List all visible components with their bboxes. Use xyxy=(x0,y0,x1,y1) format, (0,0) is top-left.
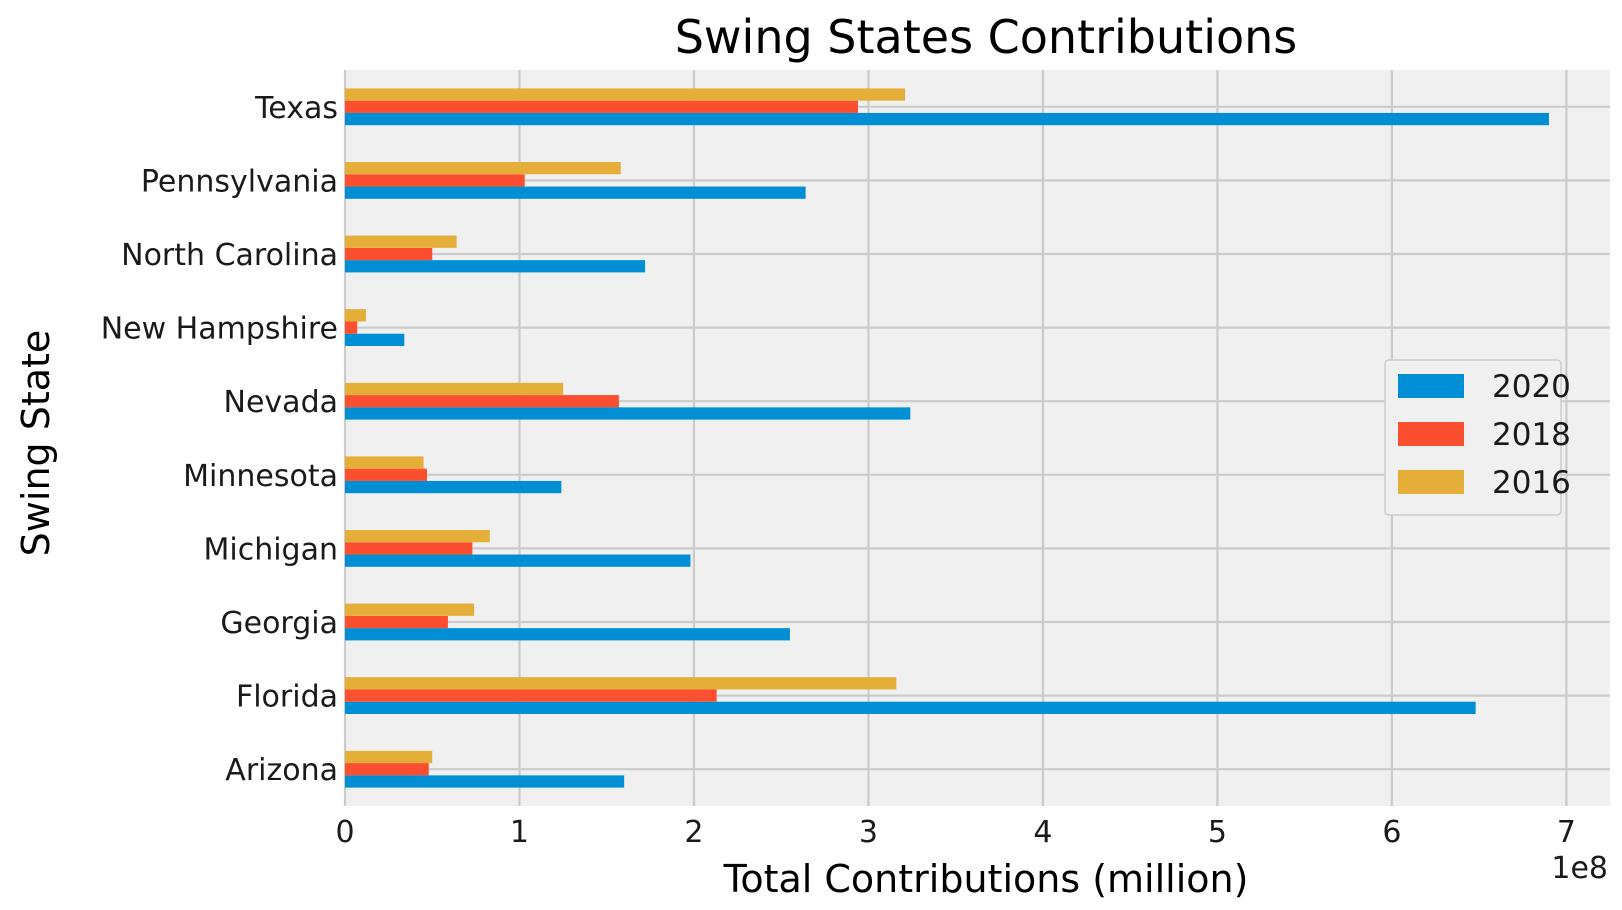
y-tick-label: Pennsylvania xyxy=(141,164,338,199)
bar-2018-nevada xyxy=(345,395,619,408)
bar-2016-georgia xyxy=(345,603,475,616)
x-offset-label: 1e8 xyxy=(1551,851,1608,886)
legend-label-2016: 2016 xyxy=(1492,465,1571,501)
y-tick-label: Michigan xyxy=(203,532,338,567)
bar-2020-texas xyxy=(345,112,1549,126)
x-tick-label: 6 xyxy=(1382,815,1401,850)
bar-2020-minnesota xyxy=(345,480,562,494)
bar-2020-georgia xyxy=(345,628,790,641)
bar-2016-florida xyxy=(345,677,897,690)
bar-2018-arizona xyxy=(345,763,429,776)
bar-2016-nevada xyxy=(345,382,564,396)
x-tick-label: 0 xyxy=(335,815,354,850)
bar-2016-pennsylvania xyxy=(345,162,621,175)
x-axis-label: Total Contributions (million) xyxy=(723,857,1249,901)
bar-2018-michigan xyxy=(345,542,473,555)
legend-swatch-2020 xyxy=(1398,374,1464,398)
bar-2018-florida xyxy=(345,689,717,702)
bar-2016-arizona xyxy=(345,750,433,764)
bar-2020-new-hampshire xyxy=(345,333,405,346)
legend-label-2020: 2020 xyxy=(1492,369,1571,405)
y-tick-label: Texas xyxy=(254,91,338,126)
y-tick-label: Arizona xyxy=(225,753,338,788)
legend-label-2018: 2018 xyxy=(1492,417,1571,453)
y-tick-label: Minnesota xyxy=(183,459,338,494)
y-tick-label: Nevada xyxy=(224,385,338,420)
bar-2018-texas xyxy=(345,100,858,113)
x-tick-labels: 0 1 2 3 4 5 6 7 xyxy=(335,815,1575,850)
bar-2020-nevada xyxy=(345,407,911,420)
y-tick-labels: Arizona Florida Georgia Michigan Minnesota Ne… xyxy=(101,91,338,788)
bar-2020-pennsylvania xyxy=(345,186,806,199)
x-tick-label: 3 xyxy=(859,815,878,850)
y-tick-label: New Hampshire xyxy=(101,312,338,347)
x-tick-label: 1 xyxy=(510,815,529,850)
y-tick-label: North Carolina xyxy=(121,238,338,273)
bar-2016-texas xyxy=(345,88,906,101)
y-tick-label: Georgia xyxy=(220,606,338,641)
bar-2018-minnesota xyxy=(345,468,428,481)
bar-2020-north-carolina xyxy=(345,260,646,273)
bar-2016-michigan xyxy=(345,530,490,543)
legend: 2020 2018 2016 xyxy=(1384,359,1571,516)
bar-2016-minnesota xyxy=(345,456,424,469)
bar-2020-arizona xyxy=(345,775,625,788)
bar-2018-georgia xyxy=(345,615,448,629)
x-tick-label: 4 xyxy=(1033,815,1052,850)
y-tick-label: Florida xyxy=(236,680,338,715)
legend-swatch-2018 xyxy=(1398,422,1464,446)
bar-2018-north-carolina xyxy=(345,247,433,261)
bar-2018-pennsylvania xyxy=(345,174,525,187)
bar-2016-north-carolina xyxy=(345,235,457,248)
x-tick-label: 5 xyxy=(1208,815,1227,850)
bar-2016-new-hampshire xyxy=(345,309,366,322)
y-axis-label: Swing State xyxy=(14,330,58,557)
bar-2018-new-hampshire xyxy=(345,321,358,334)
legend-swatch-2016 xyxy=(1398,470,1464,494)
x-tick-label: 7 xyxy=(1557,815,1576,850)
bars xyxy=(345,88,1549,788)
bar-2020-michigan xyxy=(345,554,691,567)
bar-2020-florida xyxy=(345,701,1476,714)
x-tick-label: 2 xyxy=(684,815,703,850)
chart-title: Swing States Contributions xyxy=(675,10,1298,64)
